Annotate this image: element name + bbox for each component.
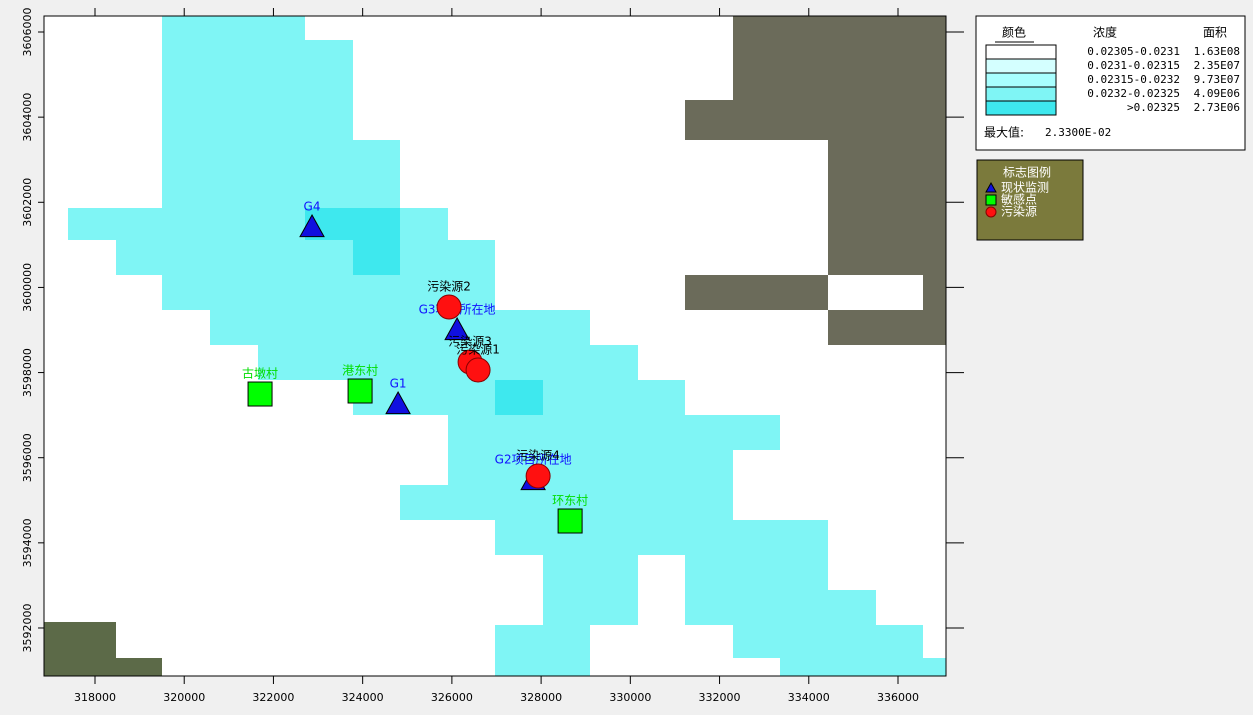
concentration-legend: 颜色 浓度 面积 0.02305-0.0231 1.63E08 0.0231-0.0…: [976, 16, 1245, 150]
legend-area: 2.73E06: [1194, 101, 1240, 114]
legend-range: 0.0232-0.02325: [1087, 87, 1180, 100]
plume-cell: [162, 140, 400, 208]
y-tick-label: 3594000: [21, 518, 34, 567]
point-label: 污染源2: [427, 279, 471, 294]
plume-cell: [162, 40, 353, 140]
point-label: G1: [390, 376, 407, 390]
plume-cell: [495, 625, 590, 676]
point-label: 污染源4: [516, 448, 560, 463]
y-tick-label: 3604000: [21, 93, 34, 142]
source-marker: [466, 358, 490, 382]
legend-area: 9.73E07: [1194, 73, 1240, 86]
x-tick-label: 324000: [342, 691, 384, 704]
symbol-legend-label: 污染源: [1001, 204, 1037, 219]
symbol-legend-title: 标志图例: [1003, 166, 1051, 180]
source-marker: [986, 207, 996, 217]
plume-cell: [448, 415, 780, 450]
legend-swatch: [986, 101, 1056, 115]
plume-cell: [543, 555, 638, 625]
satellite-patch: [44, 622, 116, 676]
legend-header: 颜色: [1002, 25, 1026, 40]
x-tick-label: 320000: [163, 691, 205, 704]
plume-cell: [116, 240, 495, 275]
sensitive-marker: [248, 382, 272, 406]
max-label: 最大值:: [984, 125, 1024, 140]
plume-cell: [495, 380, 543, 415]
sensitive-marker: [558, 509, 582, 533]
plume-cell: [733, 625, 923, 658]
point-label: 古墩村: [242, 366, 278, 381]
sensitive-marker: [348, 379, 372, 403]
satellite-patch: [685, 275, 828, 310]
x-tick-label: 332000: [699, 691, 741, 704]
legend-header: 浓度: [1093, 25, 1117, 40]
y-tick-label: 3602000: [21, 178, 34, 227]
legend-swatch: [986, 45, 1056, 59]
x-tick-label: 318000: [74, 691, 116, 704]
legend-swatch: [986, 59, 1056, 73]
x-tick-label: 330000: [609, 691, 651, 704]
legend-range: 0.0231-0.02315: [1087, 59, 1180, 72]
legend-range: 0.02315-0.0232: [1087, 73, 1180, 86]
x-tick-label: 328000: [520, 691, 562, 704]
plume-cell: [495, 520, 828, 555]
y-tick-label: 3596000: [21, 433, 34, 482]
point-label: 港东村: [342, 363, 378, 377]
plume-cell: [448, 450, 733, 485]
plume-cell: [780, 658, 946, 676]
x-tick-label: 336000: [877, 691, 919, 704]
legend-swatch: [986, 73, 1056, 87]
plume-cell: [162, 16, 305, 40]
y-tick-label: 3592000: [21, 603, 34, 652]
plume-cell: [685, 590, 876, 625]
sensitive-marker: [986, 195, 996, 205]
y-tick-label: 3600000: [21, 263, 34, 312]
legend-swatch: [986, 87, 1056, 101]
x-tick-label: 326000: [431, 691, 473, 704]
plume-cell: [353, 240, 400, 275]
point-label: 污染源1: [456, 342, 500, 357]
max-value: 2.3300E-02: [1045, 126, 1111, 139]
page: {"axes": {"xlim": [316857, 337076], "yli…: [0, 0, 1253, 715]
plume-cell: [258, 345, 638, 380]
plume-cell: [685, 555, 828, 590]
x-tick-label: 322000: [252, 691, 294, 704]
legend-range: 0.02305-0.0231: [1087, 45, 1180, 58]
satellite-patch: [116, 658, 162, 676]
source-marker: [526, 464, 550, 488]
legend-area: 2.35E07: [1194, 59, 1240, 72]
point-label: G4: [304, 200, 321, 214]
legend-header: 面积: [1203, 26, 1227, 40]
legend-area: 4.09E06: [1194, 87, 1240, 100]
y-tick-label: 3598000: [21, 348, 34, 397]
satellite-patch: [685, 100, 733, 140]
legend-range: >0.02325: [1127, 101, 1180, 114]
y-tick-label: 3606000: [21, 8, 34, 57]
x-tick-label: 334000: [788, 691, 830, 704]
map-view: 318000 320000 322000 324000 326000 328000 3300…: [0, 0, 1253, 715]
source-marker: [437, 295, 461, 319]
point-label: 环东村: [552, 494, 588, 508]
legend-area: 1.63E08: [1194, 45, 1240, 58]
plume-cell: [210, 310, 590, 345]
